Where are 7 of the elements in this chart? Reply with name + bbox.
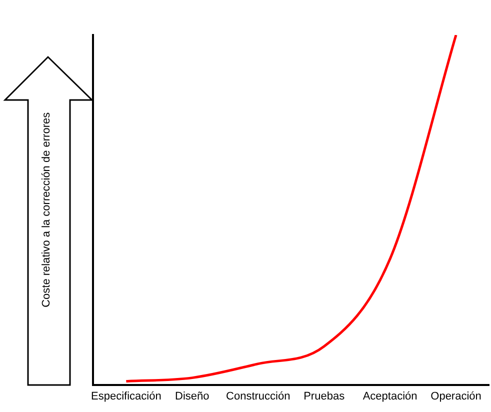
x-tick-label: Operación: [430, 390, 482, 402]
x-tick-label: Especificación: [91, 390, 162, 402]
y-axis-title: Coste relativo a la corrección de errores: [40, 112, 53, 308]
x-tick-label: Aceptación: [362, 390, 418, 402]
x-tick-label: Construcción: [226, 390, 290, 402]
x-tick-label: Pruebas: [304, 390, 346, 402]
x-tick-label: Diseño: [175, 390, 210, 402]
